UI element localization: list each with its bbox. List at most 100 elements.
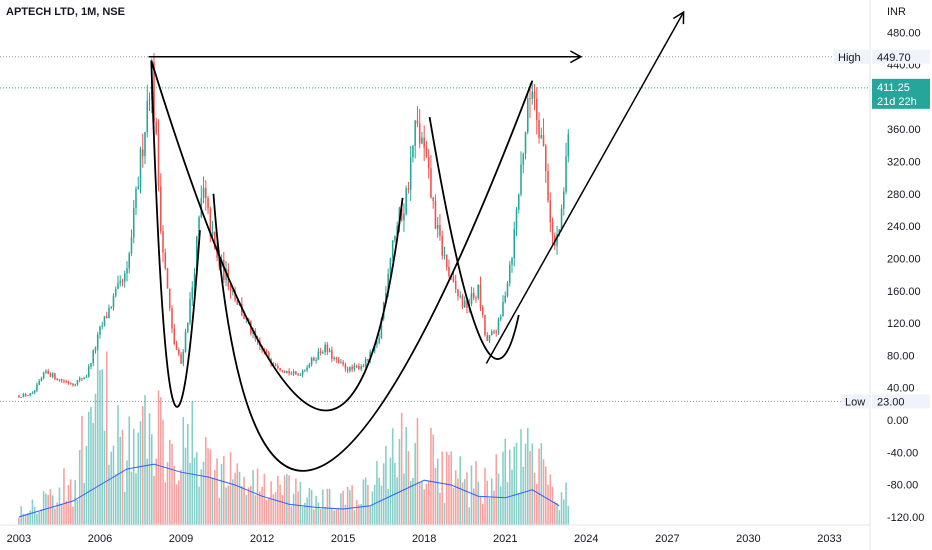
volume-bar [214, 469, 216, 525]
candle-body [358, 365, 360, 370]
volume-bar [526, 427, 529, 525]
volume-bar [439, 492, 441, 525]
volume-bar [76, 499, 79, 525]
y-tick-label: 240.00 [887, 221, 921, 233]
candle-body [547, 171, 549, 201]
volume-bar [382, 463, 385, 525]
candle-body [290, 373, 293, 375]
volume-bar [315, 495, 317, 525]
candle-body [274, 364, 277, 367]
volume-bar [177, 480, 180, 525]
volume-bar [535, 483, 538, 525]
volume-bar [342, 490, 344, 525]
cup-large[interactable] [212, 80, 534, 472]
candle-body [349, 366, 351, 371]
volume-bar [376, 460, 378, 525]
volume-bar [493, 490, 495, 525]
volume-bar [198, 486, 200, 525]
candle-body [376, 342, 378, 345]
candle-body [87, 366, 90, 377]
volume-bar [139, 421, 142, 525]
volume-bar [396, 477, 398, 525]
candle-body [317, 351, 320, 360]
volume-bar [22, 513, 25, 525]
candle-body [216, 248, 218, 258]
volume-bar [502, 451, 504, 525]
volume-bar [466, 472, 468, 525]
volume-bar [259, 491, 261, 525]
volume-bar [452, 487, 455, 525]
candle-body [47, 370, 49, 374]
volume-bar [87, 411, 90, 525]
candle-body [31, 392, 34, 394]
candle-body [299, 374, 302, 376]
volume-bar [565, 482, 567, 525]
candle-body [193, 274, 196, 288]
breakout-arrow[interactable] [485, 11, 685, 364]
candle-body [308, 364, 311, 368]
volume-bar [162, 420, 164, 525]
candle-body [470, 292, 473, 304]
volume-bar [549, 474, 552, 525]
candle-body [421, 137, 423, 144]
volume-bar [373, 485, 376, 525]
candle-body [128, 253, 131, 269]
low-label-bg [841, 394, 870, 409]
volume-bar [481, 503, 484, 525]
candle-body [162, 231, 164, 253]
volume-bar [531, 443, 534, 525]
volume-bar [51, 495, 54, 525]
volume-bar [96, 341, 99, 525]
volume-bar [351, 485, 353, 525]
candle-body [461, 295, 464, 308]
candle-body [364, 358, 367, 366]
candle-body [189, 299, 191, 323]
cup-right[interactable] [428, 116, 520, 360]
candle-body [146, 100, 149, 132]
candle-body [67, 381, 70, 384]
candle-body [186, 322, 189, 332]
cup-small[interactable] [150, 60, 201, 408]
candle-body [479, 284, 482, 308]
volume-bar [99, 370, 101, 525]
candle-body [452, 276, 455, 282]
volume-bar [159, 397, 162, 525]
volume-bar [216, 458, 218, 525]
candle-body [328, 350, 331, 352]
candle-body [434, 201, 437, 229]
candle-body [225, 268, 227, 281]
volume-bar [304, 502, 306, 525]
volume-bar [295, 478, 297, 525]
candle-body [488, 335, 491, 341]
volume-bar [486, 480, 489, 525]
volume-bar [468, 507, 471, 525]
volume-bar [81, 415, 83, 525]
cup-medium[interactable] [150, 60, 404, 412]
volume-bar [421, 481, 423, 525]
volume-bar [94, 393, 97, 525]
volume-layer [18, 341, 570, 525]
volume-bar [333, 510, 335, 525]
volume-bar [319, 508, 322, 525]
x-tick-label: 2003 [7, 533, 31, 545]
candle-body [135, 188, 137, 208]
volume-bar [184, 447, 187, 525]
candle-body [65, 381, 67, 383]
candle-body [531, 91, 534, 99]
candle-body [418, 123, 421, 144]
volume-bar [38, 511, 40, 525]
volume-bar [146, 458, 149, 525]
candle-body [313, 357, 315, 361]
volume-bar [18, 517, 20, 525]
x-tick-label: 2006 [88, 533, 112, 545]
volume-bar [331, 508, 333, 525]
volume-bar [389, 457, 392, 525]
candle-body [522, 153, 525, 165]
candle-body [405, 188, 407, 214]
volume-bar [265, 499, 268, 525]
candle-body [132, 207, 135, 238]
volume-ma-line [18, 463, 560, 518]
candle-body [567, 134, 570, 157]
volume-bar [232, 479, 234, 525]
